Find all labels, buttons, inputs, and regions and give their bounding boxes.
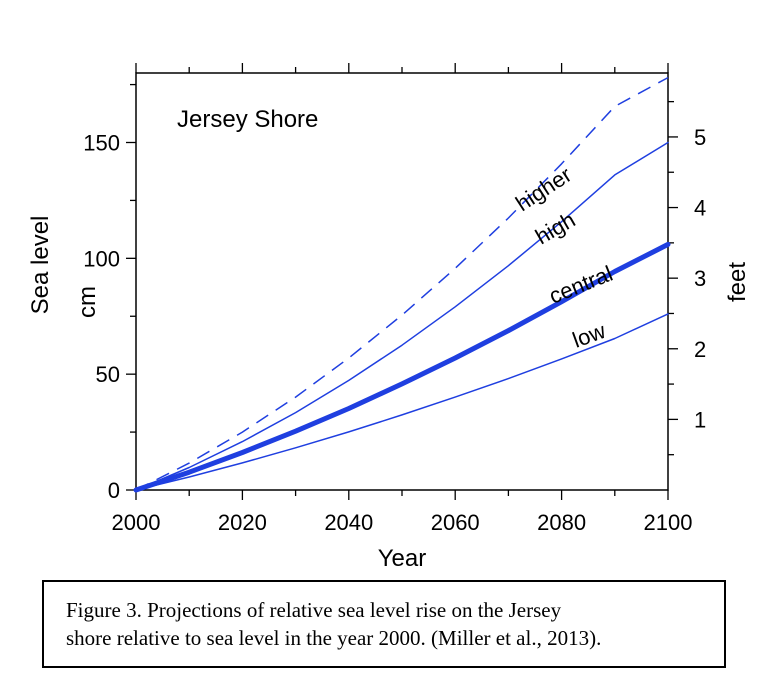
series-lines	[133, 76, 671, 493]
y-tick-label-right: 5	[694, 125, 706, 150]
y-tick-label-right: 1	[694, 407, 706, 432]
figure-caption-box: Figure 3. Projections of relative sea le…	[42, 580, 726, 668]
y-tick-label-left: 150	[83, 131, 120, 156]
caption-line-1: Figure 3. Projections of relative sea le…	[66, 598, 562, 622]
y-tick-label-left: 50	[96, 362, 120, 387]
x-tick-label: 2060	[431, 510, 480, 535]
y-axis-title-right: feet	[724, 262, 751, 302]
figure-caption: Figure 3. Projections of relative sea le…	[66, 596, 706, 652]
y-axis-unit-left: cm	[74, 286, 101, 318]
x-axis-title: Year	[378, 545, 427, 572]
sea-level-chart: 2000 2020 2040 2060 2080 2100 0 50 100 150 1 2 3 4 5 J…	[27, 63, 751, 572]
y-tick-label-right: 2	[694, 337, 706, 362]
series-line-high	[135, 141, 669, 491]
y-tick-label-left: 100	[83, 246, 120, 271]
y-tick-label-right: 4	[694, 196, 706, 221]
x-tick-label: 2020	[218, 510, 267, 535]
y-tick-label-right: 3	[694, 266, 706, 291]
x-tick-label: 2080	[537, 510, 586, 535]
x-tick-label: 2100	[644, 510, 693, 535]
y-tick-label-left: 0	[108, 478, 120, 503]
series-line-low	[135, 313, 669, 491]
caption-line-2: shore relative to sea level in the year …	[66, 626, 602, 650]
chart-title: Jersey Shore	[177, 106, 318, 133]
series-line-central	[133, 241, 671, 493]
series-line-higher	[135, 76, 669, 491]
x-tick-label: 2000	[112, 510, 161, 535]
series-label-low: low	[569, 318, 609, 353]
y-axis-title-left: Sea level	[27, 216, 54, 315]
axis-ticks: 2000 2020 2040 2060 2080 2100 0 50 100 150 1 2 3 4 5	[83, 63, 706, 535]
series-label-central: central	[546, 261, 617, 309]
x-tick-label: 2040	[324, 510, 373, 535]
